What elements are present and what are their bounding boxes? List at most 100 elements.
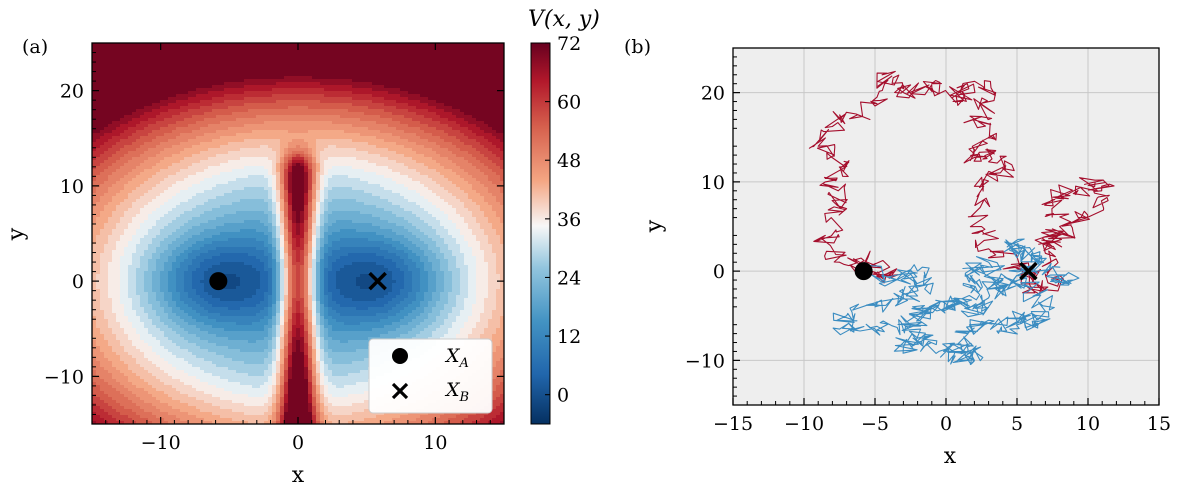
contour-cell [224,121,229,125]
contour-cell [444,91,449,95]
contour-cell [364,100,369,104]
contour-cell [328,115,333,119]
contour-cell [100,109,105,113]
contour-cell [360,76,365,80]
contour-cell [172,61,177,65]
contour-cell [172,76,177,80]
contour-cell [132,46,137,50]
contour-cell [452,82,457,86]
contour-cell [128,136,133,140]
contour-cell [160,94,165,98]
contour-cell [116,46,121,50]
contour-cell [484,109,489,113]
contour-cell [360,58,365,62]
contour-cell [276,145,281,149]
contour-cell [184,133,189,137]
contour-cell [180,133,185,137]
contour-cell [120,49,125,53]
contour-cell [468,139,473,143]
contour-cell [368,91,373,95]
contour-cell [408,109,413,113]
contour-cell [96,76,101,80]
contour-cell [184,58,189,62]
contour-cell [92,103,97,107]
contour-cell [316,91,321,95]
contour-cell [184,106,189,110]
contour-cell [232,52,237,56]
contour-cell [320,121,325,125]
contour-cell [256,124,261,128]
contour-cell [300,133,305,137]
contour-cell [320,64,325,68]
contour-cell [164,73,169,77]
contour-cell [140,58,145,62]
contour-cell [332,139,337,143]
contour-cell [340,88,345,92]
contour-cell [472,142,477,146]
contour-cell [172,112,177,116]
contour-cell [328,109,333,113]
contour-cell [220,55,225,59]
contour-cell [476,97,481,101]
contour-cell [428,130,433,134]
contour-cell [124,118,129,122]
contour-cell [496,121,501,125]
contour-cell [496,79,501,83]
contour-cell [236,97,241,101]
contour-cell [432,124,437,128]
contour-cell [488,85,493,89]
contour-cell [124,85,129,89]
contour-cell [212,130,217,134]
contour-cell [160,49,165,53]
contour-cell [160,106,165,110]
contour-cell [232,46,237,50]
contour-cell [468,118,473,122]
contour-cell [444,100,449,104]
contour-cell [444,64,449,68]
contour-cell [220,136,225,140]
contour-cell [188,106,193,110]
contour-cell [344,121,349,125]
contour-cell [356,133,361,137]
contour-cell [244,94,249,98]
contour-cell [384,118,389,122]
contour-cell [360,52,365,56]
contour-cell [424,124,429,128]
contour-cell [168,124,173,128]
contour-cell [364,127,369,131]
contour-cell [236,103,241,107]
contour-cell [228,133,233,137]
contour-cell [240,112,245,116]
contour-cell [148,130,153,134]
contour-cell [448,58,453,62]
contour-cell [364,58,369,62]
contour-cell [376,79,381,83]
contour-cell [328,85,333,89]
contour-cell [216,130,221,134]
contour-cell [160,46,165,50]
contour-cell [244,121,249,125]
contour-cell [344,82,349,86]
contour-cell [100,79,105,83]
contour-cell [360,139,365,143]
contour-cell [312,49,317,53]
contour-cell [252,133,257,137]
contour-cell [148,73,153,77]
contour-cell [380,70,385,74]
contour-cell [444,79,449,83]
contour-cell [332,49,337,53]
contour-cell [112,115,117,119]
contour-cell [480,88,485,92]
contour-cell [136,52,141,56]
contour-cell [368,106,373,110]
contour-cell [188,61,193,65]
contour-cell [92,148,97,152]
contour-cell [412,115,417,119]
contour-cell [216,94,221,98]
contour-cell [448,70,453,74]
contour-cell [500,82,504,86]
contour-cell [384,91,389,95]
contour-cell [500,52,504,56]
contour-cell [456,88,461,92]
contour-cell [180,115,185,119]
